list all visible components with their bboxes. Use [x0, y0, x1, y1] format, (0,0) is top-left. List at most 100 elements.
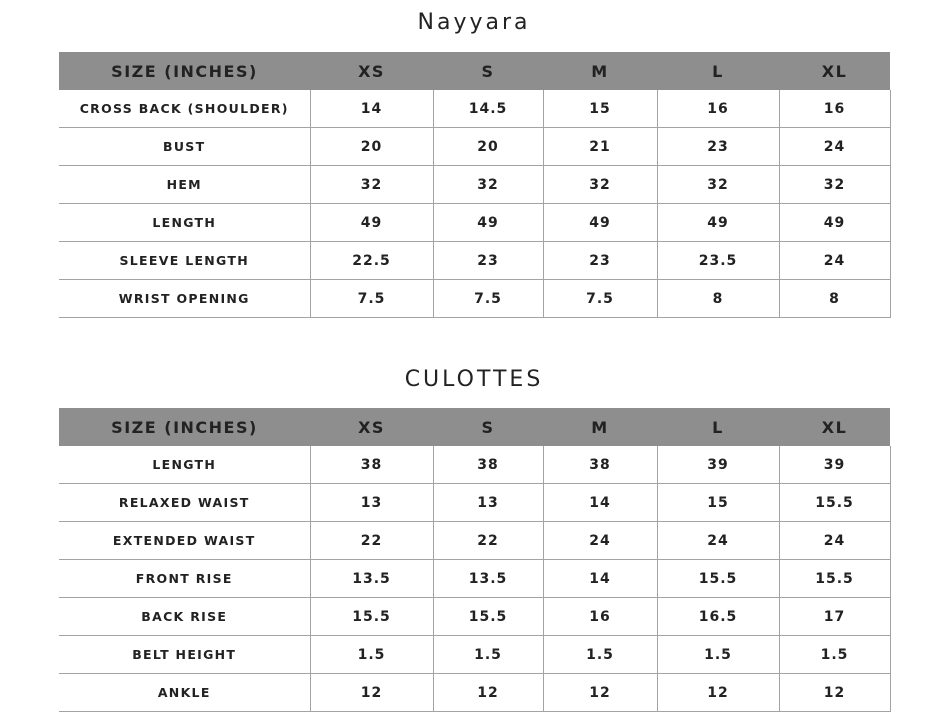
measurement-value: 12	[309, 673, 434, 712]
table-row: LENGTH 49 49 49 49 49	[59, 203, 891, 242]
measurement-label: HEM	[59, 165, 311, 204]
measurement-value: 49	[309, 203, 434, 242]
measurement-value: 15	[542, 90, 658, 128]
measurement-value: 32	[309, 165, 434, 204]
measurement-value: 14	[542, 559, 658, 598]
measurement-label: LENGTH	[59, 446, 311, 484]
table-row: BUST 20 20 21 23 24	[59, 127, 891, 166]
measurement-value: 16	[656, 90, 780, 128]
measurement-value: 21	[542, 127, 658, 166]
table-row: CROSS BACK (SHOULDER) 14 14.5 15 16 16	[59, 90, 891, 128]
header-size-xs: XS	[310, 52, 433, 90]
measurement-label: LENGTH	[59, 203, 311, 242]
measurement-value: 23.5	[656, 241, 780, 280]
measurement-value: 49	[778, 203, 891, 242]
measurement-value: 13	[432, 483, 544, 522]
size-chart-nayyara: SIZE (INCHES) XS S M L XL CROSS BACK (SHOULDE…	[59, 52, 891, 318]
measurement-value: 20	[309, 127, 434, 166]
measurement-value: 24	[656, 521, 780, 560]
header-size-xl: XL	[779, 52, 890, 90]
measurement-value: 1.5	[432, 635, 544, 674]
header-size-xl: XL	[779, 408, 890, 446]
measurement-label: SLEEVE LENGTH	[59, 241, 311, 280]
header-size-m: M	[543, 408, 657, 446]
table-row: WRIST OPENING 7.5 7.5 7.5 8 8	[59, 279, 891, 318]
measurement-value: 7.5	[309, 279, 434, 318]
measurement-value: 13	[309, 483, 434, 522]
measurement-value: 1.5	[656, 635, 780, 674]
measurement-label: ANKLE	[59, 673, 311, 712]
header-size-xs: XS	[310, 408, 433, 446]
measurement-value: 49	[656, 203, 780, 242]
measurement-label: EXTENDED WAIST	[59, 521, 311, 560]
measurement-value: 14	[542, 483, 658, 522]
measurement-value: 32	[656, 165, 780, 204]
measurement-value: 15	[656, 483, 780, 522]
table-row: ANKLE 12 12 12 12 12	[59, 673, 891, 712]
measurement-value: 23	[542, 241, 658, 280]
measurement-value: 1.5	[542, 635, 658, 674]
header-size-m: M	[543, 52, 657, 90]
measurement-value: 24	[778, 127, 891, 166]
header-size-l: L	[657, 408, 779, 446]
table-row: FRONT RISE 13.5 13.5 14 15.5 15.5	[59, 559, 891, 598]
measurement-value: 7.5	[542, 279, 658, 318]
measurement-value: 15.5	[778, 559, 891, 598]
measurement-value: 1.5	[778, 635, 891, 674]
measurement-value: 12	[432, 673, 544, 712]
table-title-nayyara: Nayyara	[417, 10, 531, 35]
measurement-value: 14.5	[432, 90, 544, 128]
measurement-label: RELAXED WAIST	[59, 483, 311, 522]
measurement-value: 32	[432, 165, 544, 204]
measurement-value: 23	[656, 127, 780, 166]
measurement-value: 49	[432, 203, 544, 242]
measurement-label: BACK RISE	[59, 597, 311, 636]
measurement-value: 15.5	[778, 483, 891, 522]
measurement-value: 14	[309, 90, 434, 128]
table-row: BELT HEIGHT 1.5 1.5 1.5 1.5 1.5	[59, 635, 891, 674]
measurement-value: 24	[542, 521, 658, 560]
measurement-value: 24	[778, 521, 891, 560]
header-row: SIZE (INCHES) XS S M L XL	[59, 52, 890, 90]
measurement-value: 13.5	[309, 559, 434, 598]
measurement-value: 12	[778, 673, 891, 712]
measurement-value: 7.5	[432, 279, 544, 318]
measurement-value: 22	[309, 521, 434, 560]
measurement-value: 22.5	[309, 241, 434, 280]
table-title-culottes: CULOTTES	[404, 367, 544, 392]
header-size-label: SIZE (INCHES)	[59, 408, 310, 446]
measurement-value: 15.5	[432, 597, 544, 636]
measurement-value: 32	[778, 165, 891, 204]
header-size-s: S	[433, 408, 543, 446]
table-row: BACK RISE 15.5 15.5 16 16.5 17	[59, 597, 891, 636]
measurement-value: 39	[778, 446, 891, 484]
measurement-value: 32	[542, 165, 658, 204]
measurement-value: 16	[542, 597, 658, 636]
measurement-value: 38	[542, 446, 658, 484]
table-row: HEM 32 32 32 32 32	[59, 165, 891, 204]
measurement-label: WRIST OPENING	[59, 279, 311, 318]
measurement-value: 13.5	[432, 559, 544, 598]
measurement-value: 16.5	[656, 597, 780, 636]
table-row: RELAXED WAIST 13 13 14 15 15.5	[59, 483, 891, 522]
measurement-value: 23	[432, 241, 544, 280]
measurement-value: 24	[778, 241, 891, 280]
measurement-label: BUST	[59, 127, 311, 166]
measurement-value: 17	[778, 597, 891, 636]
table-row: LENGTH 38 38 38 39 39	[59, 446, 891, 484]
header-size-s: S	[433, 52, 543, 90]
measurement-value: 12	[656, 673, 780, 712]
measurement-label: FRONT RISE	[59, 559, 311, 598]
measurement-value: 12	[542, 673, 658, 712]
measurement-value: 39	[656, 446, 780, 484]
measurement-value: 15.5	[656, 559, 780, 598]
measurement-value: 20	[432, 127, 544, 166]
measurement-value: 49	[542, 203, 658, 242]
measurement-value: 8	[778, 279, 891, 318]
size-chart-culottes: SIZE (INCHES) XS S M L XL LENGTH 38 38 38 39 39 REL…	[59, 408, 891, 712]
measurement-value: 16	[778, 90, 891, 128]
header-size-label: SIZE (INCHES)	[59, 52, 310, 90]
header-row: SIZE (INCHES) XS S M L XL	[59, 408, 890, 446]
table-row: SLEEVE LENGTH 22.5 23 23 23.5 24	[59, 241, 891, 280]
measurement-value: 38	[309, 446, 434, 484]
